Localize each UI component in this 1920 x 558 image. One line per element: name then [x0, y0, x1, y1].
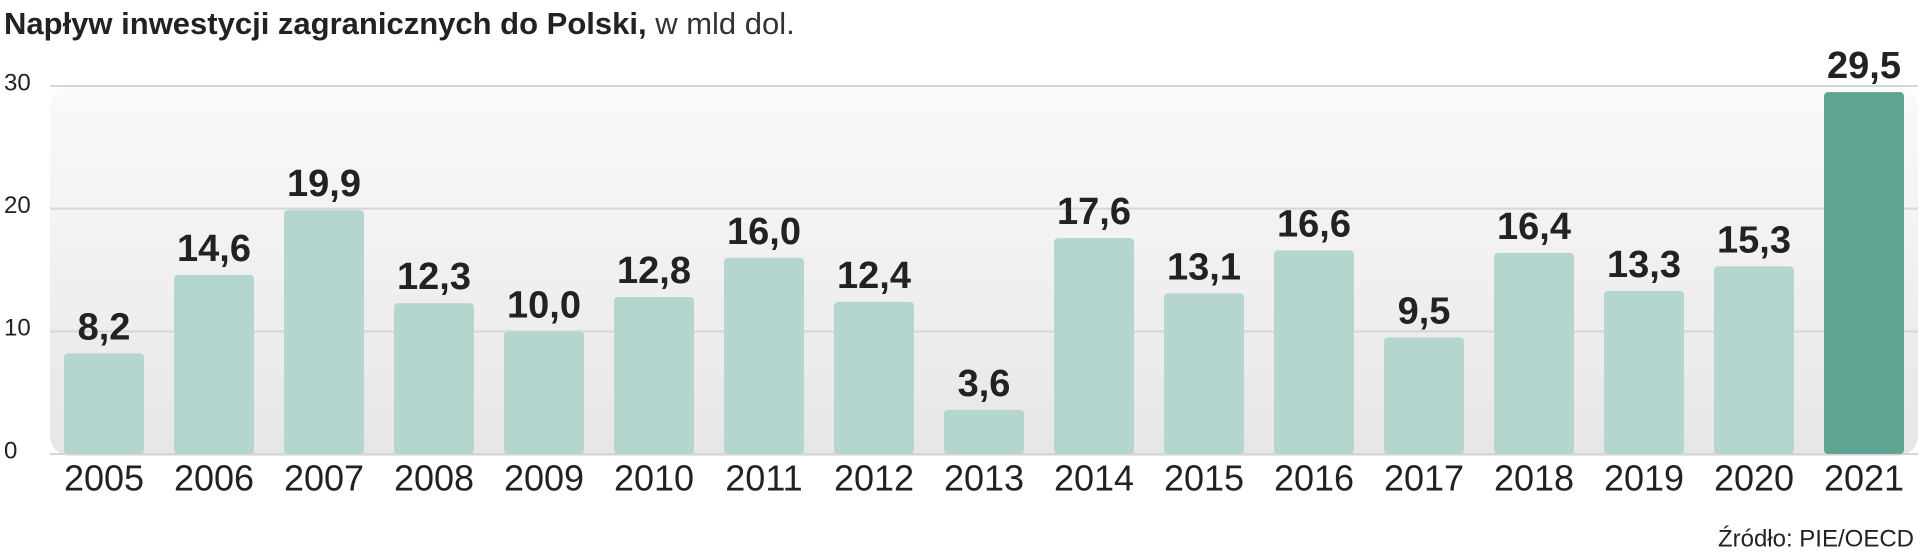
bar [834, 301, 914, 454]
x-tick-label: 2010 [614, 458, 694, 499]
bar [504, 331, 584, 454]
bar [1274, 250, 1354, 454]
y-tick-label: 30 [4, 69, 31, 96]
value-label: 12,8 [617, 250, 691, 292]
value-label: 16,0 [727, 211, 801, 253]
source: Źródło: PIE/OECD [1718, 525, 1914, 552]
value-label: 12,3 [397, 256, 471, 298]
bar [1494, 252, 1574, 454]
y-tick-label: 10 [4, 315, 31, 342]
bar [1164, 293, 1244, 454]
bar [174, 274, 254, 454]
value-label: 9,5 [1398, 290, 1451, 332]
value-label: 16,4 [1497, 206, 1571, 248]
x-tick-label: 2006 [174, 458, 254, 499]
value-label: 16,6 [1277, 203, 1351, 245]
x-tick-label: 2018 [1494, 458, 1574, 499]
bar [1604, 290, 1684, 454]
x-tick-label: 2011 [725, 458, 802, 499]
x-tick-label: 2017 [1384, 458, 1464, 499]
value-label: 8,2 [78, 306, 131, 348]
bar [1714, 266, 1794, 454]
value-label: 17,6 [1057, 191, 1131, 233]
y-tick-label: 20 [4, 192, 31, 219]
value-label: 3,6 [958, 363, 1011, 405]
x-tick-label: 2008 [394, 458, 474, 499]
x-tick-label: 2021 [1824, 458, 1904, 499]
x-tick-label: 2016 [1274, 458, 1354, 499]
x-tick-label: 2014 [1054, 458, 1134, 499]
x-tick-label: 2013 [944, 458, 1024, 499]
value-label: 19,9 [287, 163, 361, 205]
chart-title: Napływ inwestycji zagranicznych do Polsk… [4, 6, 795, 41]
value-label: 13,3 [1607, 244, 1681, 286]
x-tick-label: 2015 [1164, 458, 1244, 499]
bar [284, 209, 364, 454]
y-tick-label: 0 [4, 437, 17, 464]
value-label: 14,6 [177, 228, 251, 270]
x-tick-label: 2012 [834, 458, 914, 499]
bar [1054, 238, 1134, 454]
x-tick-label: 2007 [284, 458, 364, 499]
bar [724, 257, 804, 454]
x-tick-label: 2020 [1714, 458, 1794, 499]
bar [944, 409, 1024, 454]
title-bold: Napływ inwestycji zagranicznych do Polsk… [4, 6, 647, 41]
value-label: 10,0 [507, 284, 581, 326]
value-label: 13,1 [1167, 246, 1241, 288]
value-label: 15,3 [1717, 219, 1791, 261]
bar [1384, 337, 1464, 454]
bar [1824, 92, 1904, 454]
value-label: 12,4 [837, 255, 911, 297]
bar [64, 353, 144, 454]
bar [614, 296, 694, 454]
value-label: 29,5 [1827, 45, 1901, 87]
subtitle: w mld dol. [654, 6, 795, 41]
x-tick-label: 2019 [1604, 458, 1684, 499]
x-tick-label: 2005 [64, 458, 144, 499]
x-tick-label: 2009 [504, 458, 584, 499]
bar [394, 303, 474, 454]
